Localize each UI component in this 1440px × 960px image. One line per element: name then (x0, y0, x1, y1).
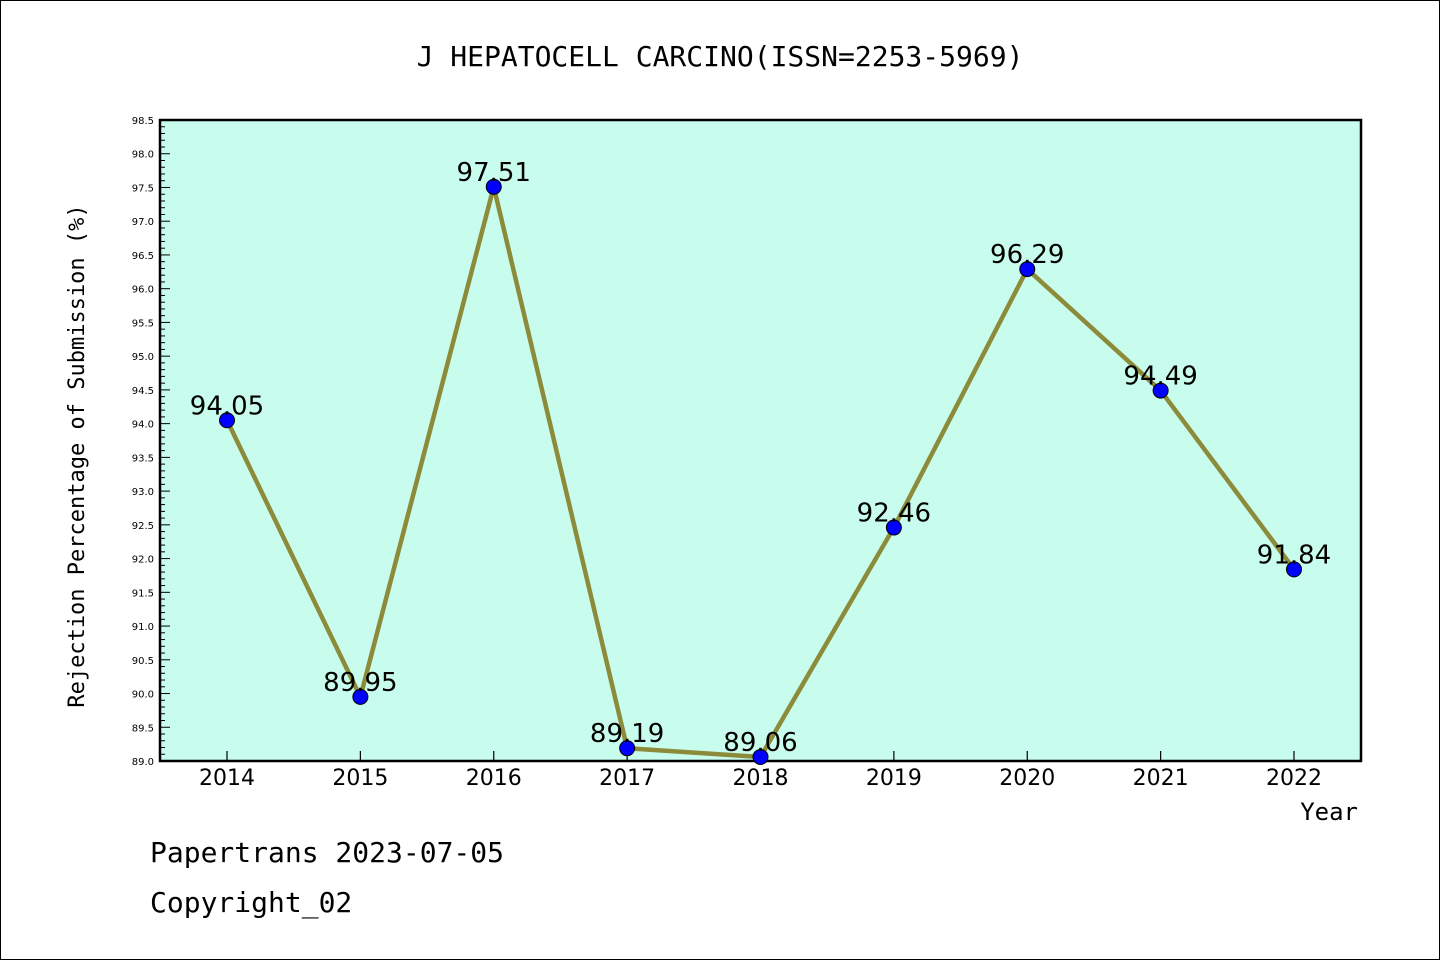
data-label: 97.51 (457, 158, 531, 188)
y-tick-label: 91.5 (132, 588, 154, 599)
data-point (352, 688, 369, 705)
copyright-note: Copyright_02 (150, 886, 353, 919)
x-tick-label: 2015 (332, 766, 388, 791)
x-axis-label: Year (1300, 798, 1358, 826)
y-tick-label: 92.0 (132, 555, 154, 566)
data-label: 92.46 (857, 499, 931, 529)
data-point (1019, 261, 1036, 278)
data-label: 94.49 (1123, 362, 1197, 392)
y-tick-label: 89.5 (132, 723, 154, 734)
chart-title: J HEPATOCELL CARCINO(ISSN=2253-5969) (417, 40, 1024, 73)
data-point (1286, 561, 1302, 578)
y-tick-label: 95.5 (132, 318, 154, 329)
data-label: 89.95 (323, 668, 397, 698)
y-tick-label: 94.5 (132, 386, 154, 397)
x-tick-label: 2014 (199, 766, 255, 791)
y-tick-label: 93.0 (132, 487, 154, 498)
y-tick-label: 90.5 (132, 656, 154, 667)
y-tick-label: 89.0 (132, 757, 154, 768)
source-note: Papertrans 2023-07-05 (150, 836, 505, 869)
y-tick-label: 97.5 (132, 183, 154, 194)
data-point (219, 412, 235, 429)
x-tick-label: 2019 (866, 766, 922, 791)
y-tick-label: 96.5 (132, 251, 154, 262)
data-point (619, 740, 636, 757)
x-axis: 2014 2015 2016 2017 2018 2019 2020 2021 2022 (199, 751, 1322, 791)
data-point (1152, 382, 1169, 399)
y-tick-label: 98.0 (132, 150, 154, 161)
plot-area (158, 118, 1363, 763)
data-label: 94.05 (190, 391, 264, 421)
y-tick-label: 96.0 (132, 285, 154, 296)
y-tick-label: 91.0 (132, 622, 154, 633)
x-tick-label: 2021 (1133, 766, 1189, 791)
y-axis: 89.0 89.5 90.0 90.5 91.0 91.5 92.0 92.5 93.0 93.5… (132, 116, 170, 768)
x-tick-label: 2022 (1266, 766, 1322, 791)
x-tick-label: 2018 (733, 766, 789, 791)
y-tick-label: 93.5 (132, 453, 154, 464)
y-tick-label: 97.0 (132, 217, 154, 228)
y-tick-label: 90.0 (132, 690, 154, 701)
x-tick-label: 2016 (466, 766, 522, 791)
data-point (885, 519, 902, 536)
data-point (752, 748, 769, 765)
data-label: 91.84 (1257, 540, 1331, 570)
x-tick-label: 2017 (599, 766, 655, 791)
y-axis-label: Rejection Percentage of Submission (%) (65, 204, 90, 707)
data-label: 89.06 (723, 728, 797, 758)
y-tick-label: 95.0 (132, 352, 154, 363)
y-tick-label: 98.5 (132, 116, 154, 127)
data-point (485, 178, 502, 195)
series-rejection (219, 178, 1302, 765)
y-tick-label: 94.0 (132, 420, 154, 431)
x-tick-label: 2020 (999, 766, 1055, 791)
y-tick-label: 92.5 (132, 521, 154, 532)
data-labels: 94.05 89.95 97.51 89.19 89.06 92.46 96.29 94.49… (190, 158, 1331, 758)
data-label: 89.19 (590, 719, 664, 749)
data-label: 96.29 (990, 240, 1064, 270)
